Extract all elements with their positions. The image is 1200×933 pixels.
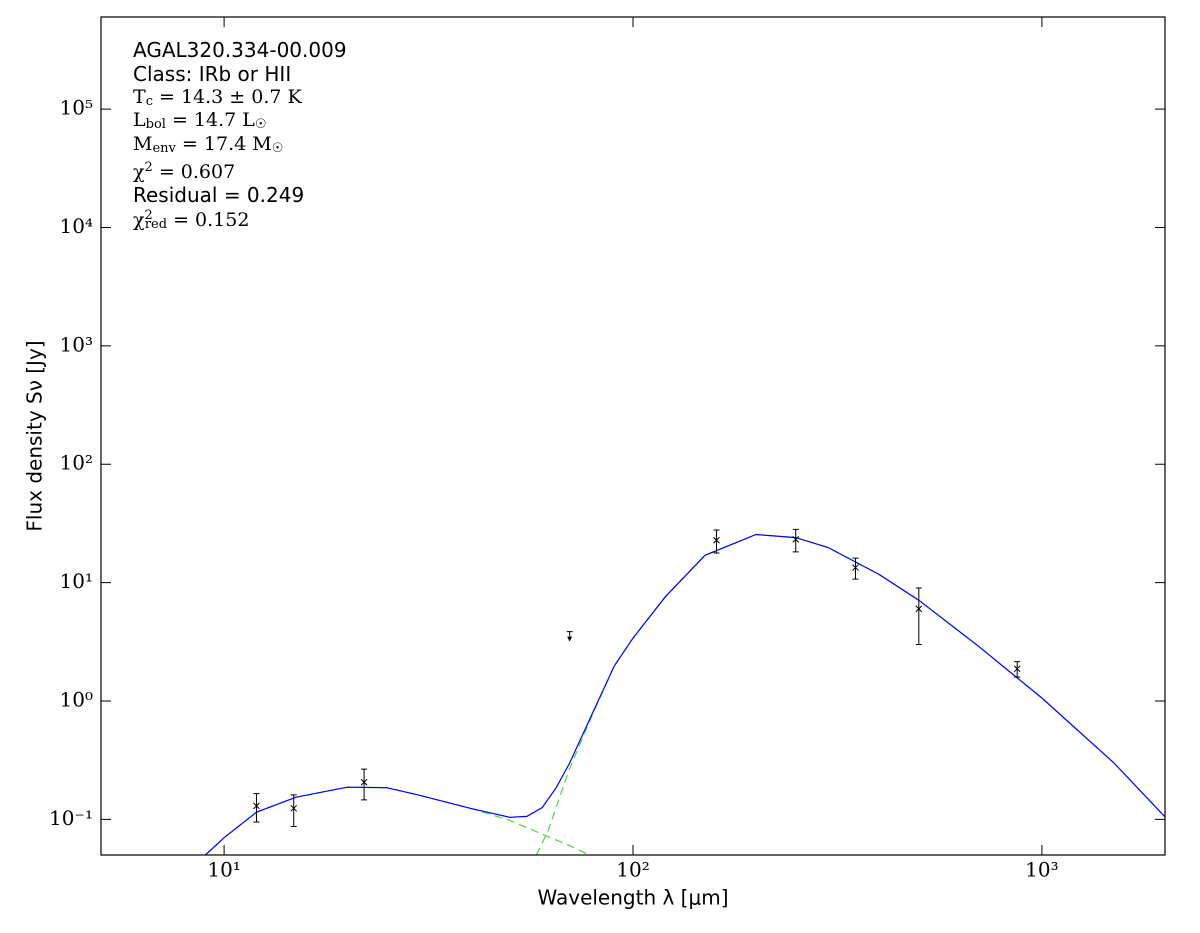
marker (915, 605, 923, 613)
annotation-part: env (152, 141, 176, 156)
annotation: χ2 = 0.607 (133, 160, 235, 183)
annotation-part: Residual = 0.249 (133, 183, 304, 207)
x-tick-label: 10¹ (207, 858, 240, 882)
upper-limit-bar (566, 631, 573, 637)
marker (1013, 665, 1021, 673)
data-point (1013, 661, 1021, 678)
error-bar (915, 587, 922, 646)
error-bar (290, 794, 297, 828)
y-tick-label: 10² (60, 451, 93, 475)
annotation-part: 2 (145, 208, 153, 223)
data-point (915, 587, 923, 646)
annotation: χ2 red = 0.152 (133, 208, 249, 232)
y-tick-label: 10³ (60, 332, 93, 356)
plot-frame (100, 16, 1166, 856)
error-bar (361, 768, 368, 801)
annotation: Residual = 0.249 (133, 183, 304, 207)
annotation-part: L (133, 109, 146, 131)
data-point (852, 557, 859, 580)
annotation: Lbol = 14.7 L☉ (133, 109, 267, 132)
annotation-part: bol (146, 117, 166, 132)
upper-limit-arrow (567, 636, 573, 642)
annotation: AGAL320.334-00.009 (133, 38, 347, 62)
annotation-part: χ (133, 209, 145, 231)
y-tick-label: 10¹ (60, 569, 93, 593)
annotation-part: = 14.3 ± 0.7 K (153, 86, 303, 108)
annotation-part: ☉ (272, 141, 284, 156)
marker (253, 802, 260, 810)
y-tick-label: 10⁻¹ (49, 806, 93, 830)
annotation-part: 2 (145, 160, 153, 175)
annotation-part: Class: IRb or HII (133, 62, 291, 86)
annotation-part: χ (133, 161, 145, 183)
error-bar (713, 529, 720, 554)
plot-area (204, 528, 1165, 855)
annotation-part: = 0.152 (167, 209, 249, 231)
x-tick-label: 10³ (1025, 858, 1058, 882)
annotation-part: = 17.4 M (176, 133, 272, 155)
x-axis-label: Wavelength λ [μm] (537, 886, 728, 910)
marker (713, 536, 720, 544)
y-tick-label: 10⁵ (60, 96, 93, 120)
annotation-part: = 0.607 (153, 161, 235, 183)
annotation-part: = 14.7 L (166, 109, 255, 131)
data-point (253, 793, 260, 823)
error-bar (253, 793, 260, 823)
y-tick-label: 10⁰ (60, 687, 93, 711)
annotation-part: T (133, 86, 146, 108)
x-tick-label: 10² (616, 858, 649, 882)
annotation-part: AGAL320.334-00.009 (133, 38, 347, 62)
data-point (290, 794, 298, 828)
data-point (713, 529, 720, 554)
data-point (360, 768, 368, 801)
y-tick-label: 10⁴ (60, 214, 93, 238)
data-point (792, 528, 800, 553)
y-axis-label: Flux density Sν [Jy] (23, 340, 47, 531)
marker (792, 535, 800, 543)
error-bar (852, 557, 859, 580)
annotation: Class: IRb or HII (133, 62, 291, 86)
model-curve (204, 533, 1165, 855)
annotation-part: M (133, 133, 152, 155)
annotation-part: red (145, 217, 167, 232)
annotation: Tc = 14.3 ± 0.7 K (133, 86, 303, 109)
annotation-part: c (146, 94, 153, 109)
marker (360, 778, 368, 786)
annotation: Menv = 17.4 M☉ (133, 133, 283, 156)
marker (852, 564, 859, 571)
marker (290, 804, 298, 812)
annotation-part: ☉ (255, 117, 267, 132)
error-bar (792, 528, 799, 553)
